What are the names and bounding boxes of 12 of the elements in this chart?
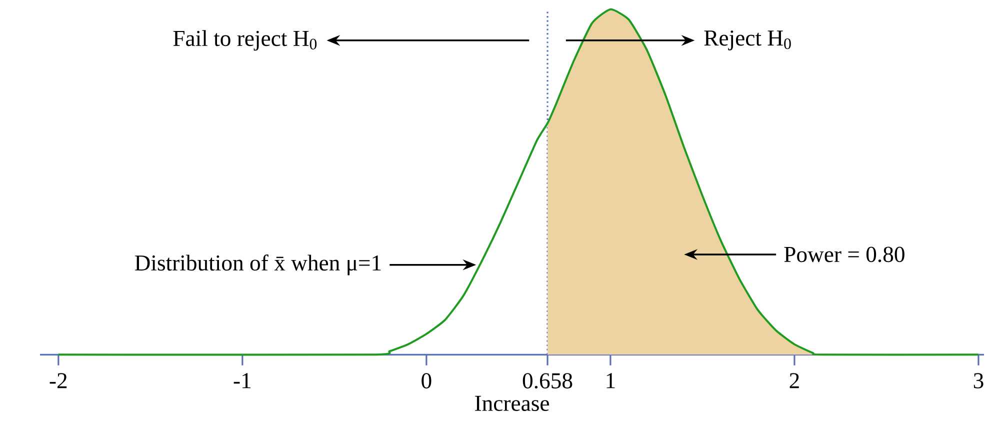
x-tick-label: 1	[606, 373, 615, 388]
x-tick-label: -2	[50, 373, 67, 388]
x-axis-title: Increase	[475, 396, 549, 411]
annotation: Fail to reject H$_{0}$	[173, 30, 317, 51]
x-tick-label: 0.658	[522, 373, 572, 389]
annotation: Distribution of x̄ when μ=1	[134, 254, 381, 276]
x-tick-label: 3	[974, 373, 984, 388]
annotation: Power = 0.80	[784, 246, 904, 262]
x-tick-label: -1	[234, 373, 251, 388]
annotation: Reject H$_{0}$	[704, 30, 791, 50]
x-tick-label: 2	[790, 373, 799, 388]
x-tick-label: 0	[422, 373, 432, 388]
